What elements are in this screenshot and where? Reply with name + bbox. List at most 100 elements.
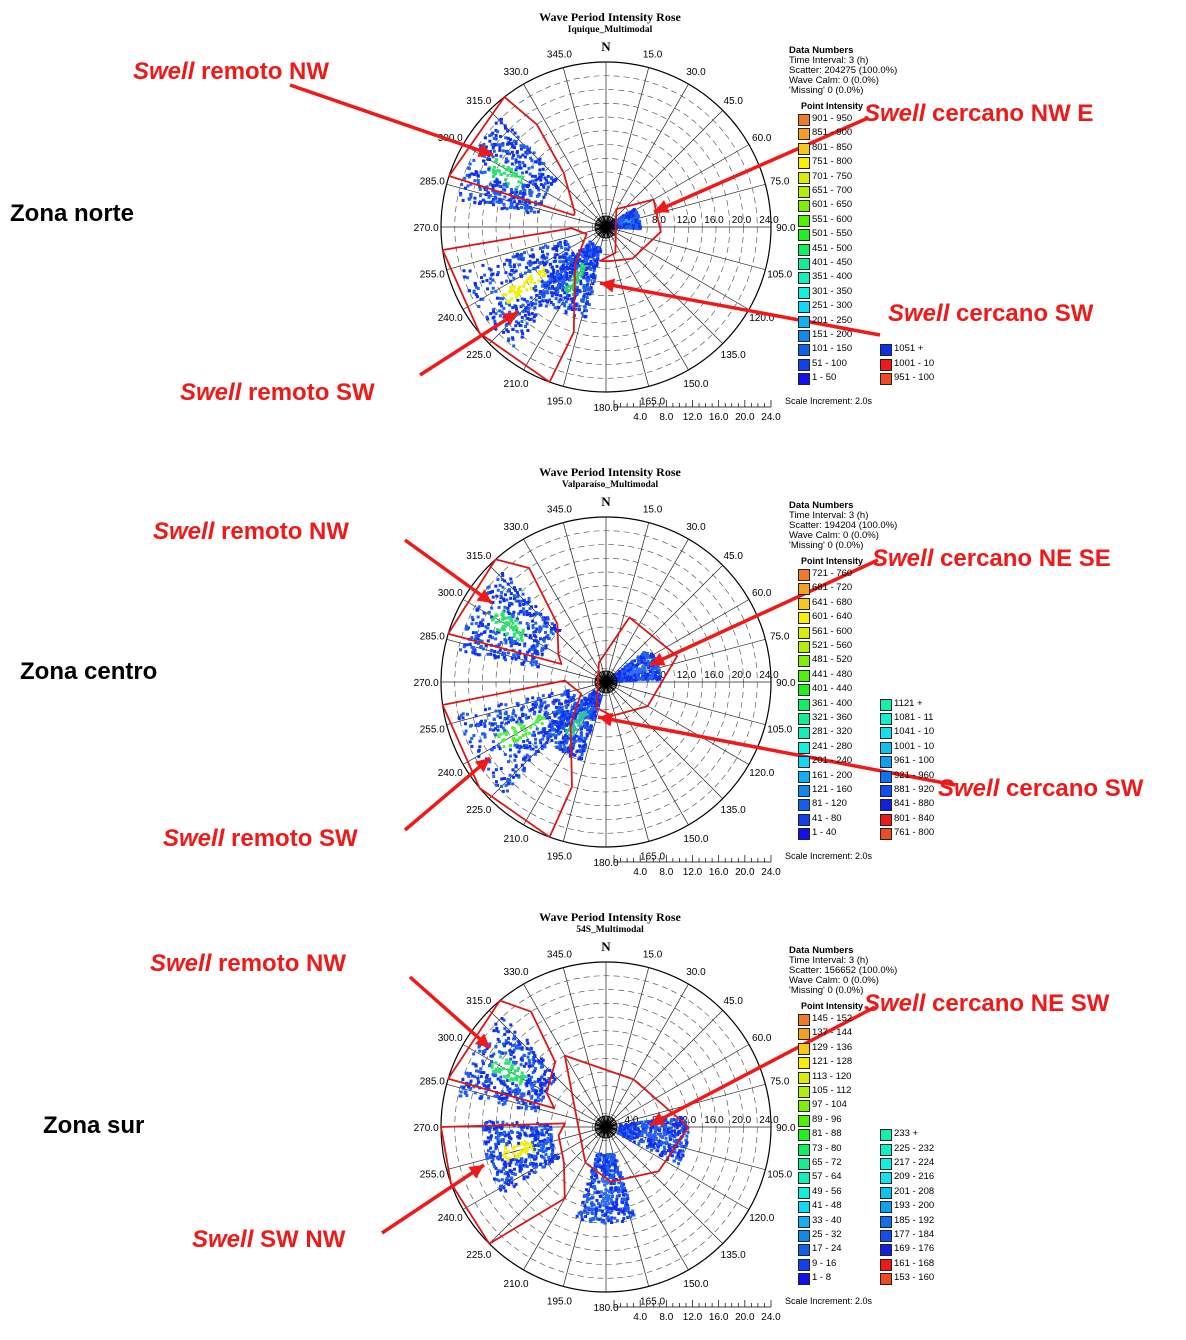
- scatter-point: [571, 259, 574, 262]
- scatter-point: [605, 1155, 608, 1158]
- scatter-point: [510, 1137, 513, 1140]
- scatter-point: [492, 171, 495, 174]
- scale-tick-label: 20.0: [735, 1312, 755, 1323]
- scatter-point: [586, 245, 589, 248]
- scatter-point: [503, 1027, 506, 1030]
- scatter-point: [591, 242, 594, 245]
- scatter-point: [677, 1162, 680, 1165]
- scatter-point: [469, 162, 472, 165]
- scatter-point: [482, 732, 485, 735]
- scatter-point: [533, 151, 536, 154]
- scatter-point: [512, 154, 515, 157]
- scatter-point: [650, 653, 653, 656]
- scatter-point: [528, 1062, 531, 1065]
- scatter-point: [524, 151, 527, 154]
- scatter-point: [494, 1045, 497, 1048]
- scatter-point: [532, 626, 535, 629]
- legend-item: 1081 - 11: [880, 713, 950, 726]
- legend-item: 401 - 450: [798, 258, 868, 271]
- scatter-point: [518, 643, 521, 646]
- scatter-point: [535, 721, 538, 724]
- scatter-point: [554, 246, 557, 249]
- direction-label: 330.0: [504, 967, 529, 978]
- scatter-point: [494, 733, 497, 736]
- scatter-point: [583, 265, 586, 268]
- scatter-point: [642, 651, 645, 654]
- scatter-point: [488, 134, 491, 137]
- legend-item: 401 - 440: [798, 684, 868, 697]
- scatter-point: [582, 745, 585, 748]
- scatter-point: [500, 777, 503, 780]
- scatter-point: [520, 707, 523, 710]
- legend-swatch: [798, 756, 810, 768]
- scatter-point: [545, 1131, 548, 1134]
- scatter-point: [482, 159, 485, 162]
- direction-label: 240.0: [438, 313, 463, 324]
- scatter-point: [539, 179, 542, 182]
- legend-swatch: [798, 627, 810, 639]
- scatter-point: [500, 1052, 503, 1055]
- direction-label: 60.0: [752, 1033, 772, 1044]
- scatter-point: [595, 259, 598, 262]
- scatter-point: [510, 592, 513, 595]
- scatter-point: [617, 219, 620, 222]
- direction-label: 90.0: [776, 1123, 796, 1134]
- legend-item: 551 - 600: [798, 215, 868, 228]
- scatter-point: [537, 1096, 540, 1099]
- scatter-point: [463, 269, 466, 272]
- scatter-point: [524, 207, 527, 210]
- scatter-point: [581, 254, 584, 257]
- scatter-point: [515, 755, 518, 758]
- legend-item: 1 - 40: [798, 828, 868, 841]
- scatter-point: [472, 1052, 475, 1055]
- scatter-point: [525, 171, 528, 174]
- scatter-point: [619, 1128, 622, 1131]
- scatter-point: [531, 312, 534, 315]
- scatter-point: [501, 1178, 504, 1181]
- scatter-point: [535, 299, 538, 302]
- scatter-point: [597, 1153, 600, 1156]
- scatter-point: [495, 1145, 498, 1148]
- legend-item: 681 - 720: [798, 583, 868, 596]
- direction-label: 195.0: [547, 1297, 572, 1308]
- scatter-point: [547, 1157, 550, 1160]
- scatter-point: [543, 625, 546, 628]
- scatter-point: [510, 716, 513, 719]
- scatter-point: [579, 750, 582, 753]
- scatter-point: [555, 265, 558, 268]
- scatter-point: [555, 297, 558, 300]
- scatter-point: [473, 179, 476, 182]
- scatter-point: [637, 656, 640, 659]
- scatter-point: [497, 704, 500, 707]
- direction-label: 15.0: [643, 949, 663, 960]
- legend-item: 501 - 550: [798, 229, 868, 242]
- legend-swatch: [798, 287, 810, 299]
- scatter-point: [537, 750, 540, 753]
- scatter-point: [525, 610, 528, 613]
- scatter-point: [526, 622, 529, 625]
- scatter-point: [598, 1205, 601, 1208]
- scatter-point: [519, 588, 522, 591]
- scatter-point: [546, 621, 549, 624]
- scatter-point: [499, 747, 502, 750]
- scatter-point: [476, 608, 479, 611]
- scatter-point: [499, 314, 502, 317]
- scatter-point: [510, 188, 513, 191]
- annotation-label: Swell remoto SW: [163, 825, 358, 853]
- scatter-point: [521, 332, 524, 335]
- scatter-point: [512, 737, 515, 740]
- scatter-point: [509, 616, 512, 619]
- scatter-point: [472, 734, 475, 737]
- scatter-point: [509, 748, 512, 751]
- scatter-point: [503, 729, 506, 732]
- scatter-point: [484, 1080, 487, 1083]
- scatter-point: [598, 1163, 601, 1166]
- scatter-point: [548, 1069, 551, 1072]
- direction-label: 195.0: [547, 397, 572, 408]
- scatter-point: [620, 1123, 623, 1126]
- scatter-point: [546, 738, 549, 741]
- scatter-point: [521, 639, 524, 642]
- scatter-point: [566, 690, 569, 693]
- scatter-point: [470, 622, 473, 625]
- legend-label: 921 - 960: [894, 770, 934, 781]
